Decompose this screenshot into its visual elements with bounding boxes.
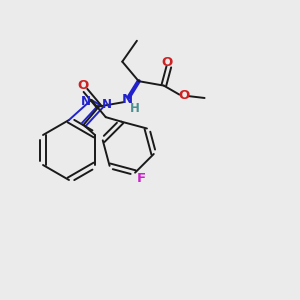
Text: F: F <box>136 172 146 184</box>
Text: N: N <box>122 93 133 106</box>
Text: O: O <box>162 56 173 69</box>
Text: H: H <box>130 102 140 115</box>
Text: N: N <box>102 98 112 111</box>
Text: N: N <box>81 95 91 108</box>
Text: O: O <box>179 89 190 102</box>
Text: O: O <box>77 80 89 92</box>
